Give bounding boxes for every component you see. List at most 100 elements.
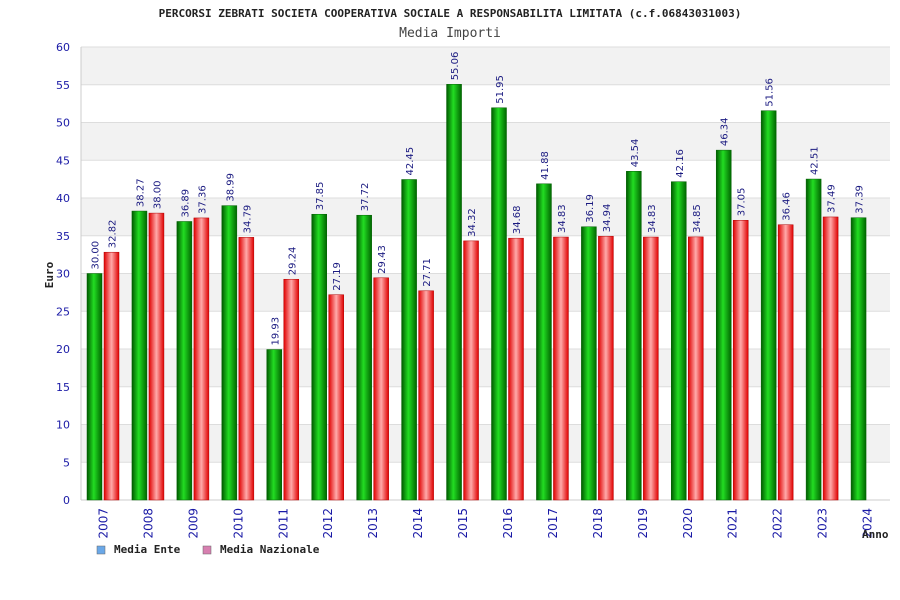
plot-band <box>81 349 890 387</box>
x-tick-label: 2013 <box>366 508 380 539</box>
bar-media-nazionale-2013 <box>373 277 389 501</box>
bar-media-ente-2014 <box>401 179 417 501</box>
plot-background <box>80 46 890 501</box>
plot-band <box>81 462 890 500</box>
data-label: 37.72 <box>360 183 371 212</box>
data-label: 27.71 <box>422 258 433 287</box>
data-label: 34.85 <box>692 204 703 233</box>
data-label: 34.83 <box>557 204 568 233</box>
plot-band <box>81 311 890 349</box>
data-label: 37.39 <box>855 185 866 214</box>
bar-media-nazionale-2017 <box>553 236 569 501</box>
bar-media-nazionale-2021 <box>732 220 749 501</box>
bar-media-ente-2019 <box>626 171 642 501</box>
data-label: 37.49 <box>827 184 838 213</box>
bar-media-ente-2020 <box>671 181 687 501</box>
x-tick-label: 2011 <box>276 508 290 539</box>
bar-media-nazionale-2023 <box>822 216 839 501</box>
data-label: 42.16 <box>675 149 686 178</box>
bar-media-ente-2015 <box>446 84 462 501</box>
plot-band <box>81 386 890 425</box>
x-tick-label: 2007 <box>96 508 110 539</box>
data-label: 34.83 <box>647 204 658 233</box>
y-tick-label: 5 <box>63 456 70 469</box>
y-tick-label: 15 <box>56 381 70 394</box>
x-axis-label: Anno <box>862 528 889 541</box>
data-label: 34.68 <box>512 206 523 235</box>
data-label: 37.85 <box>315 182 326 211</box>
y-tick-label: 35 <box>56 230 70 243</box>
data-label: 38.99 <box>225 173 236 202</box>
bar-media-ente-2013 <box>356 214 372 501</box>
x-tick-label: 2009 <box>186 508 200 539</box>
data-label: 29.24 <box>287 247 298 276</box>
x-tick-label: 2024 <box>861 508 875 539</box>
x-tick-label: 2010 <box>231 508 245 539</box>
bar-media-ente-2018 <box>581 226 597 501</box>
x-tick-label: 2018 <box>591 508 605 539</box>
data-label: 34.94 <box>602 204 613 233</box>
y-tick-label: 10 <box>56 419 70 432</box>
plot-band <box>81 47 890 85</box>
data-label: 38.00 <box>152 180 163 209</box>
plot-band <box>81 198 890 236</box>
plot-band <box>81 122 890 161</box>
data-label: 36.46 <box>782 192 793 221</box>
y-tick-label: 20 <box>56 343 70 356</box>
bar-media-nazionale-2020 <box>688 236 704 501</box>
data-label: 42.45 <box>405 147 416 176</box>
y-axis-label: Euro <box>43 261 56 288</box>
chart-title: PERCORSI ZEBRATI SOCIETA COOPERATIVA SOC… <box>159 7 742 20</box>
bar-media-nazionale-2016 <box>508 237 524 501</box>
data-label: 27.19 <box>332 262 343 291</box>
data-label: 36.19 <box>585 194 596 223</box>
bar-media-nazionale-2010 <box>238 237 255 501</box>
x-tick-label: 2014 <box>411 508 425 539</box>
bar-media-nazionale-2009 <box>193 217 210 501</box>
y-tick-label: 45 <box>56 154 70 167</box>
y-tick-label: 50 <box>56 117 70 130</box>
data-label: 34.79 <box>242 205 253 234</box>
legend-swatch-media-nazionale <box>202 545 212 555</box>
y-tick-label: 60 <box>56 41 70 54</box>
data-label: 51.95 <box>495 75 506 104</box>
bar-media-ente-2017 <box>536 183 552 501</box>
bar-media-ente-2009 <box>176 221 193 501</box>
y-axis-ticks: 0 5 10 15 20 25 30 35 40 45 50 55 60 <box>56 41 70 507</box>
y-tick-label: 30 <box>56 268 70 281</box>
bar-media-ente-2016 <box>491 107 507 501</box>
bar-media-ente-2022 <box>760 110 777 501</box>
data-label: 51.56 <box>765 78 776 107</box>
bar-media-nazionale-2007 <box>103 251 120 501</box>
bar-media-nazionale-2014 <box>418 290 434 501</box>
bar-media-nazionale-2012 <box>328 294 344 501</box>
bar-media-nazionale-2018 <box>598 235 614 501</box>
chart-subtitle: Media Importi <box>399 26 501 41</box>
bar-media-nazionale-2022 <box>777 224 794 501</box>
x-tick-label: 2022 <box>771 508 785 539</box>
legend-swatch-media-ente <box>96 545 106 555</box>
x-tick-label: 2015 <box>456 508 470 539</box>
bar-media-ente-2024 <box>850 217 867 501</box>
bar-media-ente-2008 <box>131 210 148 501</box>
bar-media-nazionale-2019 <box>643 236 659 501</box>
data-label: 36.89 <box>180 189 191 218</box>
x-tick-label: 2012 <box>321 508 335 539</box>
data-label: 46.34 <box>720 117 731 146</box>
legend: Media Ente Media Nazionale <box>96 543 320 556</box>
legend-label-media-nazionale: Media Nazionale <box>220 543 320 556</box>
bar-media-nazionale-2011 <box>283 278 300 501</box>
bar-media-ente-2011 <box>266 349 283 501</box>
bar-media-ente-2023 <box>805 178 822 501</box>
bar-media-ente-2007 <box>86 273 103 501</box>
y-tick-label: 0 <box>63 494 70 507</box>
data-label: 37.36 <box>197 185 208 214</box>
data-label: 19.93 <box>270 317 281 346</box>
data-label: 43.54 <box>630 139 641 168</box>
plot-band <box>81 160 890 198</box>
plot-band <box>81 84 890 123</box>
plot-band <box>81 273 890 312</box>
y-tick-label: 25 <box>56 305 70 318</box>
y-tick-label: 40 <box>56 192 70 205</box>
